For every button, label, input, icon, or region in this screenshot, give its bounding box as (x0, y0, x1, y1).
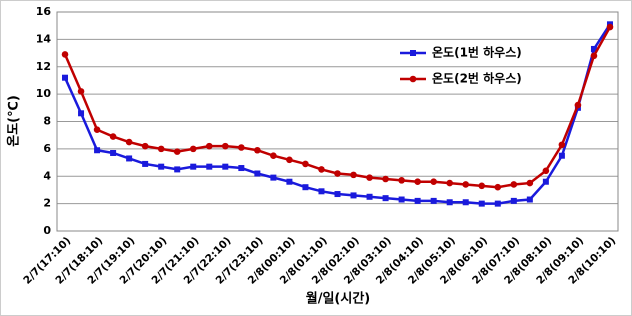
data-point (366, 174, 373, 181)
data-point (334, 170, 341, 177)
data-point (526, 179, 534, 187)
data-point (222, 163, 229, 170)
data-point (478, 200, 485, 207)
x-axis-label: 월/일(시간) (306, 291, 370, 307)
data-point (109, 133, 117, 140)
data-point (494, 200, 501, 207)
y-tick-label: 14 (36, 32, 52, 45)
data-point (558, 141, 566, 149)
data-point (414, 197, 421, 204)
legend-label: 온도(2번 하우스) (432, 71, 522, 86)
data-point (189, 145, 197, 153)
data-point (286, 178, 293, 185)
plot-border (56, 11, 619, 232)
data-point (158, 163, 165, 170)
data-point (302, 160, 309, 168)
data-point (318, 166, 325, 173)
data-point (174, 166, 181, 173)
data-point (110, 149, 117, 156)
data-point (606, 23, 614, 31)
data-point (142, 160, 149, 167)
data-point (270, 152, 277, 160)
data-point (574, 101, 582, 109)
data-point (446, 179, 454, 187)
legend-label: 온도(1번 하우스) (432, 45, 522, 60)
data-point (77, 88, 85, 95)
data-point (350, 171, 357, 179)
data-point (125, 138, 133, 146)
data-point (94, 147, 101, 154)
data-point (462, 199, 469, 206)
data-point (542, 167, 550, 175)
data-point (270, 174, 277, 181)
data-point (62, 74, 69, 81)
data-point (157, 145, 165, 153)
data-point (398, 177, 405, 184)
data-point (334, 191, 341, 198)
legend-marker (409, 75, 417, 83)
data-point (590, 52, 598, 60)
data-point (206, 163, 213, 170)
data-point (462, 181, 470, 188)
y-tick-label: 10 (36, 87, 52, 100)
y-tick-label: 8 (43, 115, 51, 128)
y-tick-label: 12 (36, 60, 51, 73)
data-point (222, 142, 229, 150)
y-tick-label: 0 (43, 224, 51, 237)
data-point (510, 197, 517, 204)
data-point (190, 163, 197, 170)
data-point (61, 51, 69, 58)
data-point (526, 196, 533, 203)
data-point (494, 183, 502, 191)
data-point (78, 110, 85, 117)
y-axis-label: 온도(℃) (7, 95, 22, 147)
data-point (382, 195, 389, 202)
data-point (302, 184, 309, 191)
y-tick-label: 16 (36, 5, 52, 18)
y-tick-label: 6 (43, 142, 51, 155)
data-point (254, 170, 261, 177)
data-point (446, 199, 453, 206)
data-point (286, 156, 293, 164)
y-tick-label: 2 (43, 197, 51, 210)
data-point (238, 165, 245, 172)
data-point (318, 188, 325, 195)
data-point (430, 197, 437, 204)
data-point (382, 175, 389, 183)
data-point (398, 196, 405, 203)
data-point (558, 152, 565, 159)
data-point (510, 181, 518, 188)
data-point (254, 146, 261, 154)
y-tick-label: 4 (43, 169, 51, 182)
data-point (93, 126, 101, 134)
data-point (366, 193, 373, 200)
data-point (141, 142, 149, 150)
data-point (414, 178, 421, 186)
data-point (126, 155, 133, 162)
data-point (542, 178, 549, 185)
data-point (238, 144, 245, 151)
data-point (350, 192, 357, 199)
data-point (478, 182, 486, 190)
legend-marker (410, 50, 416, 56)
data-point (205, 142, 213, 150)
data-point (430, 178, 437, 186)
data-point (590, 45, 597, 52)
data-point (173, 148, 181, 155)
